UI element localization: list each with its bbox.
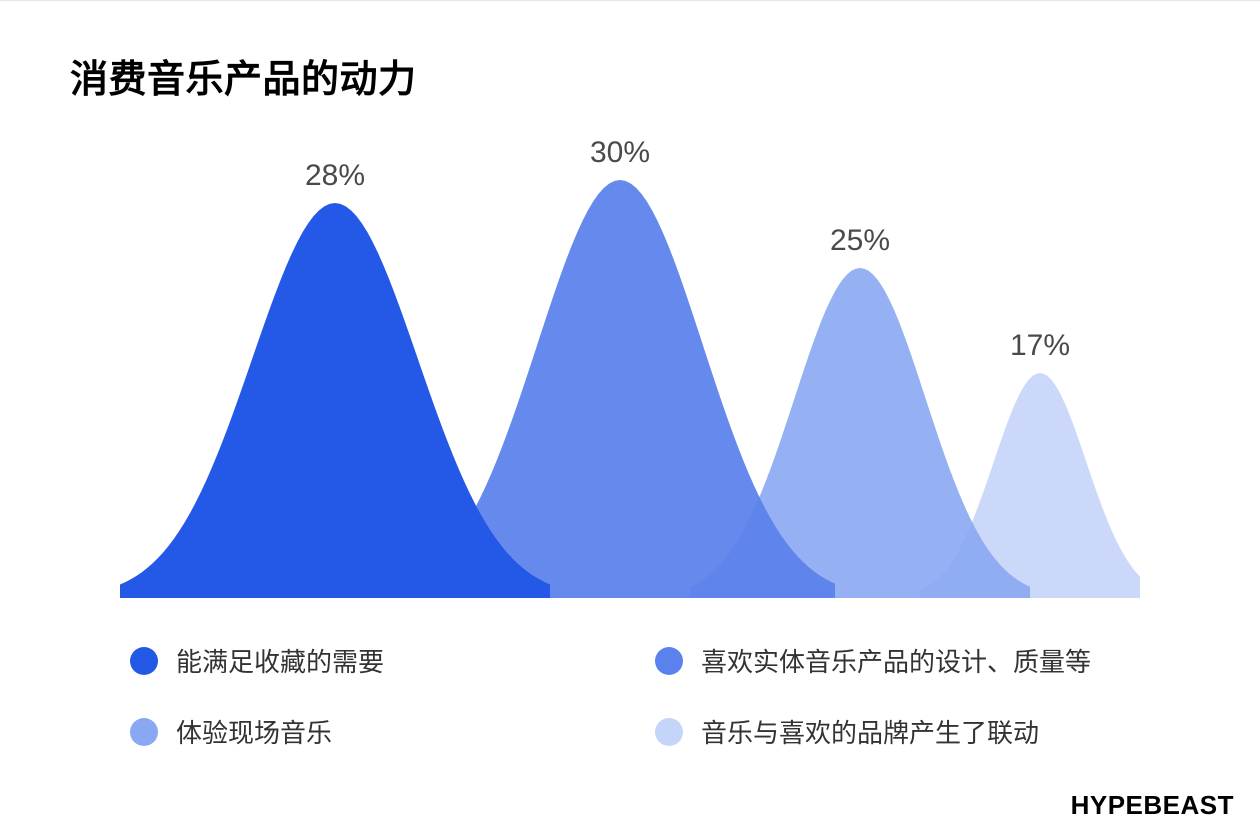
legend-swatch [130, 718, 158, 746]
legend-item: 能满足收藏的需要 [130, 642, 615, 679]
legend-item: 音乐与喜欢的品牌产生了联动 [655, 713, 1140, 750]
chart-title: 消费音乐产品的动力 [70, 48, 417, 103]
legend-swatch [130, 647, 158, 675]
legend-item: 喜欢实体音乐产品的设计、质量等 [655, 642, 1140, 679]
value-label: 17% [1010, 329, 1070, 363]
legend-swatch [655, 718, 683, 746]
legend-label: 音乐与喜欢的品牌产生了联动 [701, 713, 1039, 750]
legend-swatch [655, 647, 683, 675]
legend-label: 体验现场音乐 [176, 713, 332, 750]
bell-curve [120, 203, 550, 598]
brand-wordmark: HYPEBEAST [1071, 790, 1234, 821]
value-label: 30% [590, 136, 650, 170]
value-label: 25% [830, 224, 890, 258]
chart-area: 28% 30% 25% 17% [100, 120, 1140, 600]
legend: 能满足收藏的需要 喜欢实体音乐产品的设计、质量等体验现场音乐 音乐与喜欢的品牌产生了… [130, 642, 1140, 750]
legend-label: 喜欢实体音乐产品的设计、质量等 [701, 642, 1091, 679]
legend-label: 能满足收藏的需要 [176, 642, 384, 679]
value-label: 28% [305, 159, 365, 193]
bell-curves-svg [100, 120, 1140, 600]
top-divider [0, 0, 1260, 1]
legend-item: 体验现场音乐 [130, 713, 615, 750]
